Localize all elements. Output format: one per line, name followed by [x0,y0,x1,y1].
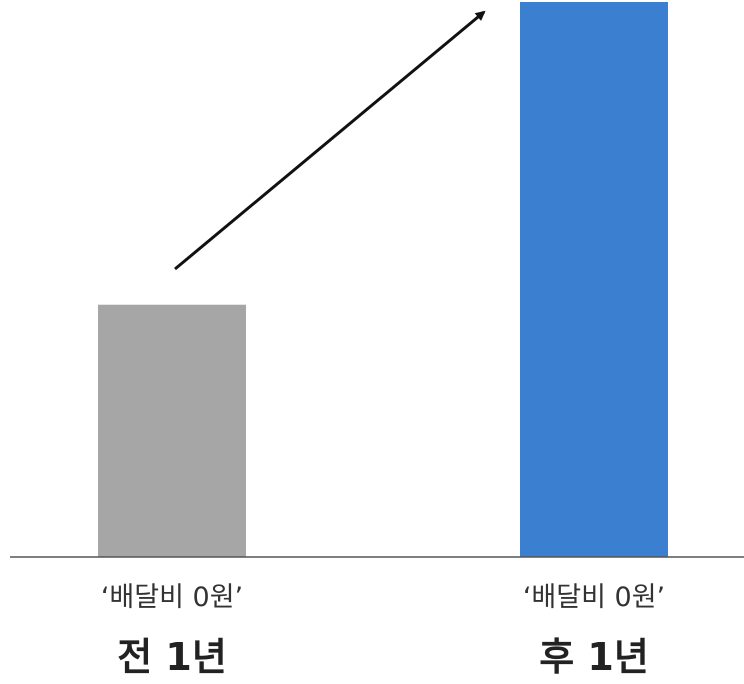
category-0-line1: ‘배달비 0원’ [101,582,243,613]
trend-arrow [174,10,486,271]
category-1-line1: ‘배달비 0원’ [523,582,665,613]
category-label-0: ‘배달비 0원’ 전 1년 [101,582,243,679]
bar-0 [98,304,246,557]
category-0-line2: 전 1년 [117,635,227,679]
bar-1 [520,2,668,557]
bars-group [98,2,668,557]
category-1-line2: 후 1년 [539,635,649,679]
category-label-1: ‘배달비 0원’ 후 1년 [523,582,665,679]
